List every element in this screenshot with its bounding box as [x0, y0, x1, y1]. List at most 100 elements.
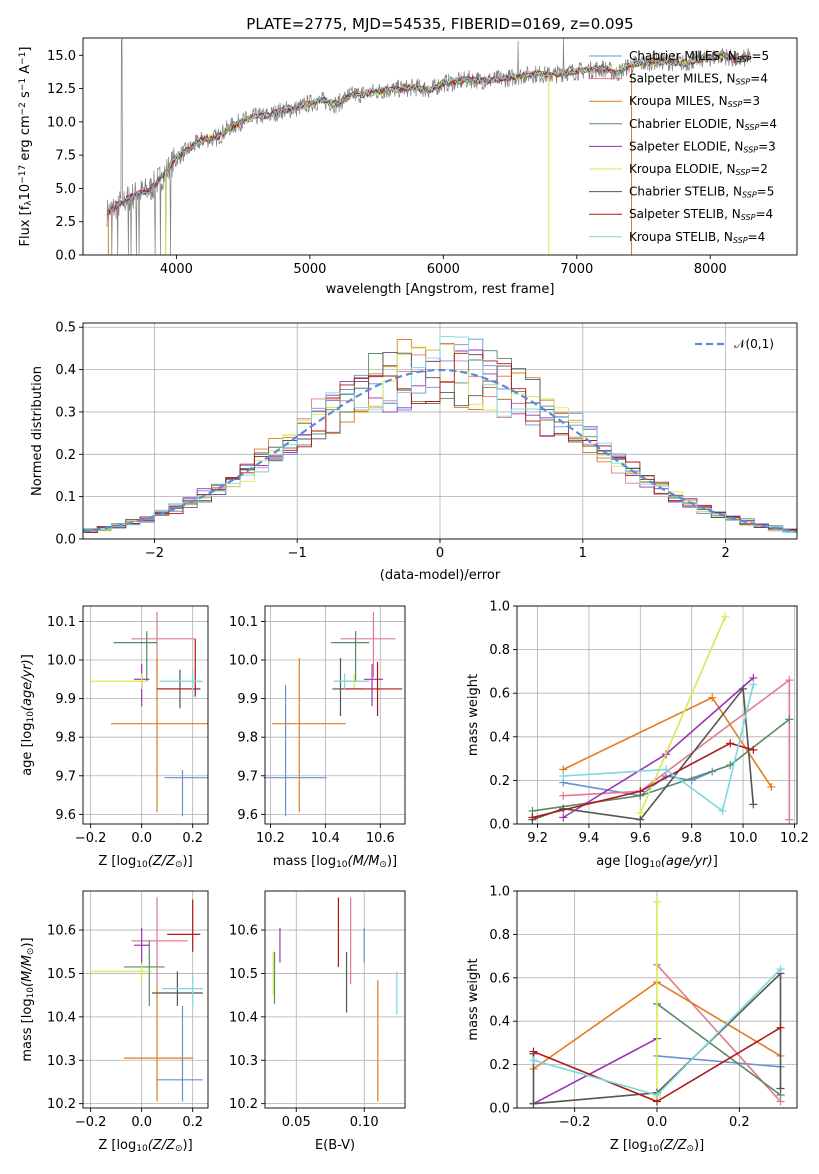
weight-vs-age-spine	[516, 605, 798, 825]
y-tick-label: 1.0	[489, 885, 510, 900]
age-vs-mass-frame: 10.2 10.4 10.6 9.6 9.7 9.8 9.9 10.0 10.1	[229, 605, 406, 846]
age-vs-mass-axes	[265, 606, 405, 824]
weight-marker	[636, 815, 645, 824]
weight-marker	[726, 739, 735, 748]
legend-label: Salpeter STELIB, NSSP=4	[629, 207, 773, 222]
weight-vs-age-frame: 9.2 9.4 9.6 9.8 10.0 10.2 0.0 0.2 0.4 0.6 0.8 1.0	[489, 600, 809, 847]
weight-marker	[776, 965, 785, 974]
y-tick-label: 0.0	[489, 1102, 510, 1117]
y-tick-label: 9.9	[237, 692, 258, 707]
y-tick-label: 9.8	[55, 731, 76, 746]
mass-vs-Z-plot	[90, 897, 203, 1102]
y-tick-label: 0.0	[55, 533, 76, 548]
y-tick-label: 10.0	[47, 115, 76, 130]
mass-vs-ebv-frame: 0.05 0.10 10.2 10.3 10.4 10.5 10.6	[229, 890, 406, 1130]
y-tick-label: 15.0	[47, 49, 76, 64]
y-tick-label: 0.0	[489, 818, 510, 833]
weight-marker	[785, 715, 794, 724]
mass-vs-Z-xlabel: Z [log10(Z/Z⊙)]	[98, 1138, 192, 1154]
x-tick-label: −0.2	[75, 1115, 107, 1130]
y-tick-label: 0.0	[55, 249, 76, 264]
weight-line-kroupa-elodie	[639, 616, 726, 814]
legend-label: Salpeter MILES, NSSP=4	[629, 72, 768, 87]
hist-xlabel: (data-model)/error	[380, 568, 501, 583]
x-tick-label: 1	[579, 546, 587, 561]
weight-vs-age-ylabel: mass weight	[466, 674, 481, 756]
weight-vs-Z-plot	[529, 897, 785, 1108]
y-tick-label: 10.0	[47, 654, 76, 669]
y-tick-label: 0.2	[489, 1058, 510, 1073]
x-tick-label: −1	[288, 546, 307, 561]
y-tick-label: 0.8	[489, 928, 510, 943]
y-tick-label: 10.6	[47, 924, 76, 939]
mass-vs-ebv-plot	[272, 897, 398, 1102]
y-tick-label: 10.1	[229, 615, 258, 630]
weight-line-chabrier-elodie	[656, 1003, 781, 1096]
weight-marker	[776, 1084, 785, 1093]
weight-line-salpeter-elodie	[533, 1037, 658, 1105]
mass-vs-Z-ylabel: mass [log10(M/M⊙)]	[20, 937, 36, 1061]
y-tick-label: 10.2	[229, 1097, 258, 1112]
y-tick-label: 10.6	[229, 924, 258, 939]
x-tick-label: 7000	[560, 262, 593, 277]
weight-vs-age-xlabel: age [log10(age/yr)]	[596, 854, 718, 870]
age-vs-mass-spine	[264, 605, 406, 825]
age-vs-mass-plot	[263, 611, 403, 817]
weight-marker	[749, 680, 758, 689]
y-tick-label: 10.0	[229, 654, 258, 669]
residual-hist-frame: −2 −1 0 1 2 0.0 0.1 0.2 0.3 0.4 0.5	[55, 321, 798, 561]
x-tick-label: 2	[721, 546, 729, 561]
weight-marker	[708, 693, 717, 702]
weight-vs-age-plot	[528, 612, 794, 824]
age-vs-Z-spine	[82, 605, 209, 825]
x-tick-label: 9.4	[579, 831, 600, 846]
x-tick-label: 0	[436, 546, 444, 561]
mass-vs-ebv-xlabel: E(B-V)	[315, 1138, 355, 1153]
x-tick-label: 0.10	[350, 1115, 379, 1130]
x-tick-label: 0.0	[131, 831, 152, 846]
x-tick-label: 4000	[160, 262, 193, 277]
weight-marker	[749, 745, 758, 754]
spectrum-model-kroupa-elodie	[165, 52, 751, 175]
weight-vs-Z-ylabel: mass weight	[466, 958, 481, 1040]
legend-label: Chabrier MILES, NSSP=5	[629, 49, 769, 64]
y-tick-label: 0.2	[489, 774, 510, 789]
y-tick-label: 2.5	[55, 215, 76, 230]
legend-label: Chabrier ELODIE, NSSP=4	[629, 117, 777, 132]
weight-marker	[776, 1023, 785, 1032]
x-tick-label: −0.2	[75, 831, 107, 846]
y-tick-label: 0.4	[489, 730, 510, 745]
x-tick-label: 0.2	[729, 1115, 750, 1130]
weight-marker	[559, 772, 568, 781]
weight-marker	[559, 813, 568, 822]
y-tick-label: 10.1	[47, 615, 76, 630]
y-tick-label: 0.6	[489, 971, 510, 986]
mass-vs-Z-frame: −0.2 0.0 0.2 10.2 10.3 10.4 10.5 10.6	[47, 890, 209, 1130]
x-tick-label: 9.6	[630, 831, 651, 846]
legend-label: Salpeter ELODIE, NSSP=3	[629, 139, 776, 154]
x-tick-label: −2	[145, 546, 164, 561]
legend-label: Kroupa ELODIE, NSSP=2	[629, 162, 768, 177]
hist-ylabel: Normed distribution	[30, 366, 45, 496]
y-tick-label: 10.2	[47, 1097, 76, 1112]
weight-marker	[559, 791, 568, 800]
weight-marker	[636, 787, 645, 796]
weight-vs-Z-frame: −0.2 0.0 0.2 0.0 0.2 0.4 0.6 0.8 1.0	[489, 885, 798, 1130]
x-tick-label: 5000	[293, 262, 326, 277]
weight-marker	[529, 1047, 538, 1056]
mass-vs-ebv-spine	[264, 890, 406, 1109]
x-tick-label: 0.0	[131, 1115, 152, 1130]
age-vs-Z-plot	[90, 611, 208, 817]
x-tick-label: −0.2	[559, 1115, 591, 1130]
y-tick-label: 10.5	[47, 967, 76, 982]
y-tick-label: 9.6	[55, 808, 76, 823]
legend-label: Kroupa STELIB, NSSP=4	[629, 230, 765, 245]
x-tick-label: 0.05	[282, 1115, 311, 1130]
age-vs-Z-frame: −0.2 0.0 0.2 9.6 9.7 9.8 9.9 10.0 10.1	[47, 605, 209, 846]
spectrum-plot	[106, 38, 751, 255]
weight-marker	[661, 765, 670, 774]
mass-vs-ebv-axes	[265, 891, 405, 1108]
age-vs-mass-xlabel: mass [log10(M/M⊙)]	[273, 854, 397, 870]
x-tick-label: 6000	[427, 262, 460, 277]
x-tick-label: 10.2	[780, 831, 809, 846]
